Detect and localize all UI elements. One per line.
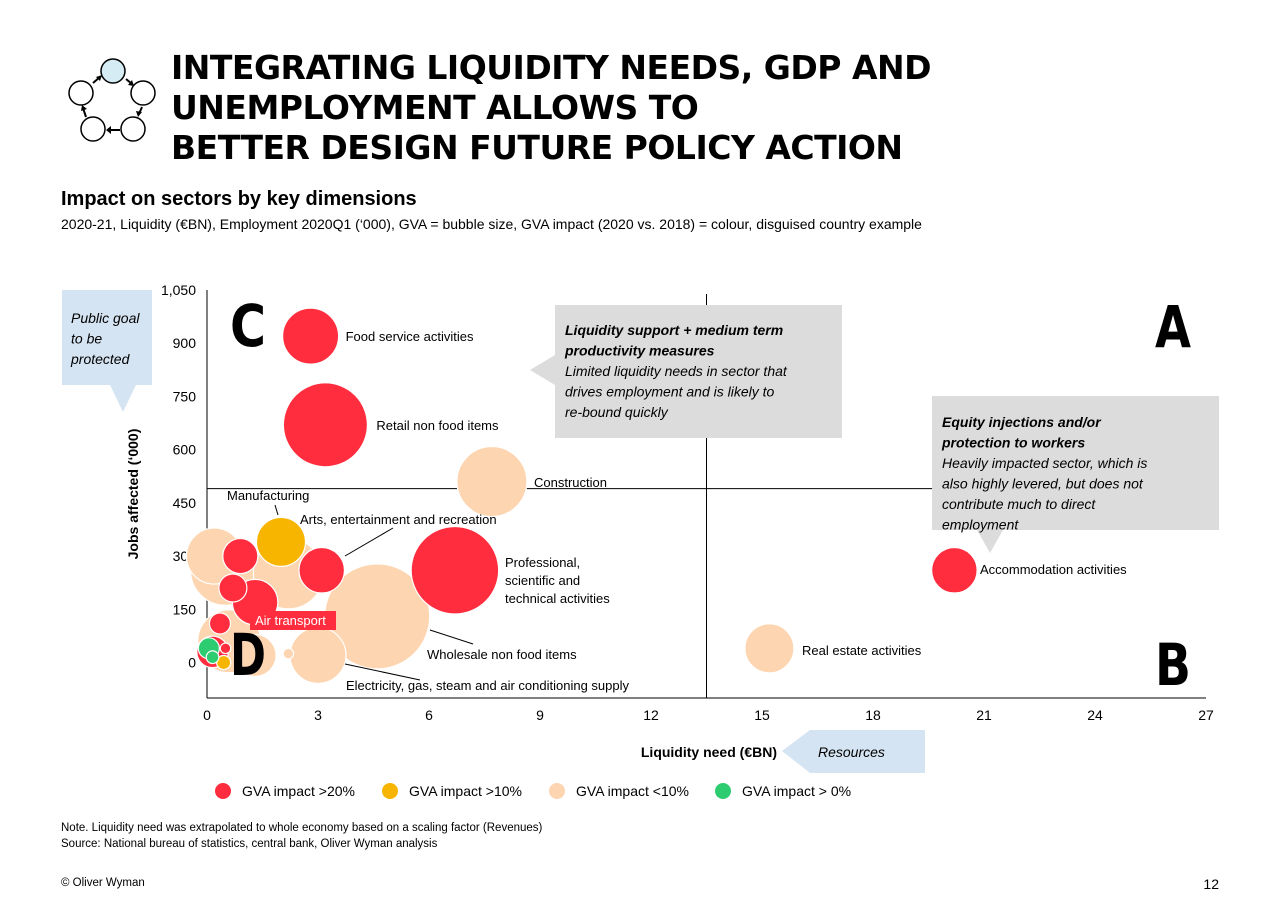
legend-label-gt20: GVA impact >20%: [242, 783, 355, 799]
legend-item-gt10: GVA impact >10%: [382, 783, 522, 799]
callout-c-body: Limited liquidity needs in sector that dr…: [565, 363, 788, 420]
x-tick-label: 6: [425, 707, 433, 723]
legend-item-gt0: GVA impact > 0%: [715, 783, 851, 799]
x-tick-label: 9: [536, 707, 544, 723]
x-tick-label: 21: [976, 707, 992, 723]
y-tick-label: 450: [173, 495, 197, 511]
x-tick-label: 3: [314, 707, 322, 723]
manufacturing-leader-line: [274, 504, 279, 516]
label-electricity: Electricity, gas, steam and air conditio…: [346, 678, 630, 693]
x-tick-label: 24: [1087, 707, 1103, 723]
bubble-0: [456, 445, 528, 518]
source-note: Source: National bureau of statistics, c…: [61, 838, 438, 850]
legend-swatch-gt20: [215, 783, 231, 799]
bubble-6: [233, 633, 277, 678]
y-tick-label: 900: [173, 335, 197, 351]
page-title-line-1: INTEGRATING LIQUIDITY NEEDS, GDP AND UNE…: [171, 48, 932, 127]
bubble-10: [282, 307, 340, 365]
legend-swatch-gt0: [715, 783, 731, 799]
y-tick-label: 150: [173, 601, 197, 617]
x-tick-label: 0: [203, 707, 211, 723]
bubble-13: [298, 546, 346, 594]
bubble-12: [410, 525, 500, 615]
callout-a-box: [932, 396, 1219, 553]
y-tick-label: 600: [173, 442, 197, 458]
bubble-9: [744, 623, 795, 674]
label-air-transport: Air transport: [255, 613, 326, 628]
electricity-leader-line: [344, 663, 421, 681]
legend-label-gt10: GVA impact >10%: [409, 783, 522, 799]
label-accommodation: Accommodation activities: [980, 562, 1127, 577]
bubble-20: [219, 642, 232, 655]
y-axis-title: Jobs affected (‘000): [125, 429, 141, 560]
public-goal-callout-text: Public goal to be protected: [70, 310, 140, 367]
callout-c-box: [530, 305, 842, 438]
legend-label-lt10: GVA impact <10%: [576, 783, 689, 799]
wholesale-leader-line: [429, 629, 474, 645]
legend-label-gt0: GVA impact > 0%: [742, 783, 852, 799]
quadrant-letter-C: C: [230, 292, 266, 360]
x-tick-label: 18: [865, 707, 881, 723]
footnote: Note. Liquidity need was extrapolated to…: [61, 822, 543, 834]
page-title-line-2: BETTER DESIGN FUTURE POLICY ACTION: [171, 128, 903, 167]
chart-description: 2020-21, Liquidity (€BN), Employment 202…: [61, 216, 922, 232]
label-arts: Arts, entertainment and recreation: [300, 512, 497, 527]
x-tick-label: 12: [643, 707, 659, 723]
y-tick-label: 0: [188, 655, 196, 671]
label-wholesale: Wholesale non food items: [427, 647, 577, 662]
cycle-logo-icon: [68, 58, 156, 142]
legend-item-lt10: GVA impact <10%: [549, 783, 689, 799]
bubble-17: [218, 573, 248, 603]
quadrant-letter-A: A: [1155, 293, 1191, 361]
x-axis-title: Liquidity need (€BN): [641, 744, 777, 760]
chart-subtitle: Impact on sectors by key dimensions: [61, 188, 417, 210]
quadrant-letter-D: D: [230, 621, 266, 689]
y-tick-label: 750: [173, 388, 197, 404]
x-tick-label: 15: [754, 707, 770, 723]
public-goal-callout-box: [62, 290, 152, 412]
arts-leader-line: [344, 527, 394, 557]
bubble-16: [222, 537, 259, 575]
y-tick-label: 1,050: [161, 282, 196, 298]
legend-swatch-gt10: [382, 783, 398, 799]
bubble-14: [931, 546, 978, 594]
copyright: © Oliver Wyman: [61, 877, 145, 889]
legend-item-gt20: GVA impact >20%: [215, 783, 355, 799]
label-real-estate: Real estate activities: [802, 643, 922, 658]
label-manufacturing: Manufacturing: [227, 488, 309, 503]
resources-callout-text: Resources: [818, 744, 885, 760]
callout-a-body: Heavily impacted sector, which is also hi…: [942, 455, 1147, 533]
label-retail-non-food: Retail non food items: [376, 418, 499, 433]
x-tick-label: 27: [1198, 707, 1214, 723]
bubble-21: [255, 516, 307, 567]
bubble-24: [205, 650, 220, 665]
bubble-18: [208, 612, 232, 635]
bubble-2: [289, 626, 347, 685]
callout-a-title: Equity injections and/or protection to wo…: [941, 414, 1102, 451]
label-construction: Construction: [534, 475, 607, 490]
legend-swatch-lt10: [549, 783, 565, 799]
quadrant-letter-B: B: [1155, 631, 1191, 699]
label-professional: Professional, scientific and technical act…: [505, 555, 610, 606]
page-number: 12: [1203, 876, 1219, 892]
callout-c-title: Liquidity support + medium term productiv…: [564, 322, 783, 359]
label-food-service: Food service activities: [346, 329, 474, 344]
resources-callout-box: [782, 730, 925, 773]
bubble-8: [282, 647, 295, 660]
page-title: INTEGRATING LIQUIDITY NEEDS, GDP AND UNE…: [171, 48, 1221, 168]
air-transport-label-bg: [250, 611, 336, 630]
bubble-11: [282, 382, 368, 468]
